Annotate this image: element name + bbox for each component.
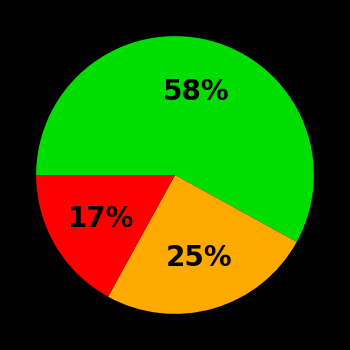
Text: 25%: 25% [166, 244, 232, 272]
Text: 58%: 58% [163, 78, 230, 106]
Wedge shape [108, 175, 297, 314]
Text: 17%: 17% [68, 205, 134, 233]
Wedge shape [36, 175, 175, 297]
Wedge shape [36, 36, 314, 242]
